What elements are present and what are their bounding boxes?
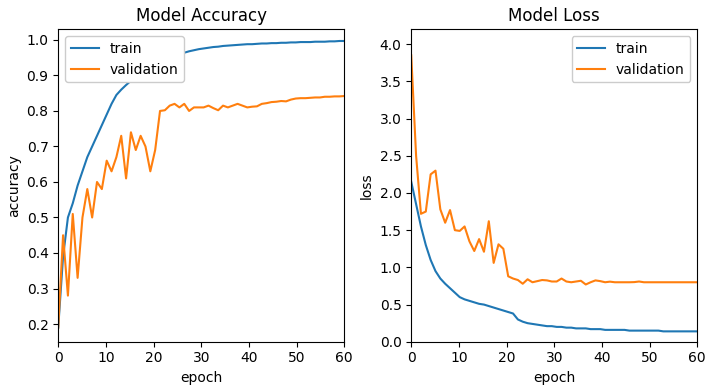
train <box>127 78 135 83</box>
validation <box>103 158 111 163</box>
Y-axis label: accuracy: accuracy <box>7 154 21 217</box>
train <box>340 39 349 44</box>
Line: validation: validation <box>411 55 697 285</box>
validation <box>489 261 498 265</box>
train <box>480 302 488 307</box>
train <box>489 305 498 310</box>
train <box>586 327 595 332</box>
train <box>335 39 344 44</box>
X-axis label: epoch: epoch <box>180 371 222 385</box>
validation <box>233 102 242 106</box>
train <box>456 295 464 299</box>
Legend: train, validation: train, validation <box>65 36 184 82</box>
train <box>151 62 160 67</box>
validation <box>591 278 600 283</box>
train <box>136 71 145 76</box>
train <box>499 308 508 313</box>
validation <box>136 133 145 138</box>
train <box>407 180 416 184</box>
X-axis label: epoch: epoch <box>533 371 575 385</box>
train <box>233 43 242 47</box>
Line: train: train <box>411 182 697 331</box>
validation <box>407 53 416 58</box>
Line: validation: validation <box>58 96 344 328</box>
Title: Model Loss: Model Loss <box>508 7 600 25</box>
validation <box>54 325 63 330</box>
train <box>54 325 63 330</box>
validation <box>146 169 155 174</box>
validation <box>499 247 508 251</box>
train <box>103 112 111 117</box>
validation <box>693 280 702 285</box>
validation <box>582 282 590 287</box>
validation <box>127 130 135 134</box>
validation <box>504 274 513 279</box>
Title: Model Accuracy: Model Accuracy <box>135 7 267 25</box>
train <box>146 65 155 70</box>
validation <box>340 94 349 98</box>
Line: train: train <box>58 41 344 328</box>
train <box>693 329 702 334</box>
validation <box>151 148 160 152</box>
Y-axis label: loss: loss <box>360 172 374 199</box>
train <box>659 329 667 334</box>
train <box>504 310 513 314</box>
validation <box>480 249 488 254</box>
validation <box>456 229 464 233</box>
Legend: train, validation: train, validation <box>572 36 690 82</box>
